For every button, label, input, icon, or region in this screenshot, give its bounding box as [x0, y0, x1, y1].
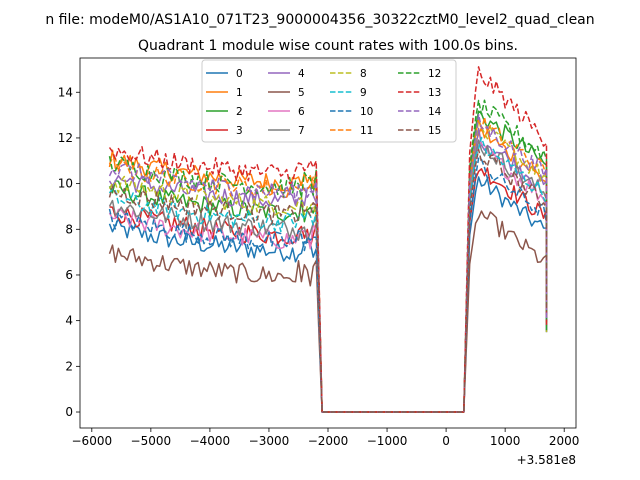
y-tick-label: 12 — [58, 131, 73, 145]
legend-label-8: 8 — [360, 68, 367, 80]
y-tick-label: 2 — [65, 359, 73, 373]
x-tick-label: 1000 — [490, 434, 521, 448]
legend-label-9: 9 — [360, 87, 367, 99]
y-tick-label: 4 — [65, 314, 73, 328]
legend-label-12: 12 — [428, 68, 441, 80]
legend-label-10: 10 — [360, 106, 373, 118]
legend-box — [201, 59, 457, 143]
y-tick-label: 6 — [65, 268, 73, 282]
series-line-13 — [108, 66, 548, 413]
series-line-4 — [108, 127, 548, 413]
legend-label-2: 2 — [236, 106, 243, 118]
x-axis-offset-label: +3.581e8 — [517, 453, 576, 467]
chart-title: Quadrant 1 module wise count rates with … — [138, 38, 518, 54]
x-tick-label: −2000 — [308, 434, 349, 448]
legend-label-15: 15 — [428, 125, 441, 137]
x-tick-label: −3000 — [249, 434, 290, 448]
y-tick-label: 14 — [58, 85, 73, 99]
series-line-8 — [108, 119, 548, 413]
series-line-9 — [108, 136, 548, 413]
figure-suptitle: n file: modeM0/AS1A10_071T23_9000004356_… — [45, 12, 594, 28]
legend-label-0: 0 — [236, 68, 243, 80]
series-line-15 — [108, 148, 548, 413]
y-tick-label: 10 — [58, 177, 73, 191]
legend-label-6: 6 — [298, 106, 305, 118]
series-line-10 — [108, 157, 548, 413]
legend-label-13: 13 — [428, 87, 441, 99]
legend-label-4: 4 — [298, 68, 305, 80]
x-axis: −6000 −5000 −4000 −3000 −2000 −1000 0 1000 2000 — [72, 428, 580, 448]
x-tick-label: −6000 — [72, 434, 113, 448]
series-layer — [108, 66, 548, 413]
legend-label-3: 3 — [236, 125, 243, 137]
series-line-12 — [108, 99, 548, 413]
y-tick-label: 8 — [65, 222, 73, 236]
x-tick-label: −4000 — [190, 434, 231, 448]
legend-label-11: 11 — [360, 125, 373, 137]
y-tick-label: 0 — [65, 405, 73, 419]
legend-label-1: 1 — [236, 87, 243, 99]
legend-label-14: 14 — [428, 106, 442, 118]
series-line-0 — [108, 176, 548, 413]
legend-label-7: 7 — [298, 125, 305, 137]
series-line-5 — [108, 210, 548, 413]
x-tick-label: −1000 — [367, 434, 408, 448]
x-tick-label: −5000 — [131, 434, 172, 448]
x-tick-label: 0 — [442, 434, 450, 448]
x-tick-label: 2000 — [549, 434, 580, 448]
series-line-14 — [108, 113, 548, 413]
legend-label-5: 5 — [298, 87, 305, 99]
y-axis: 0 2 4 6 8 10 12 14 — [58, 85, 80, 419]
